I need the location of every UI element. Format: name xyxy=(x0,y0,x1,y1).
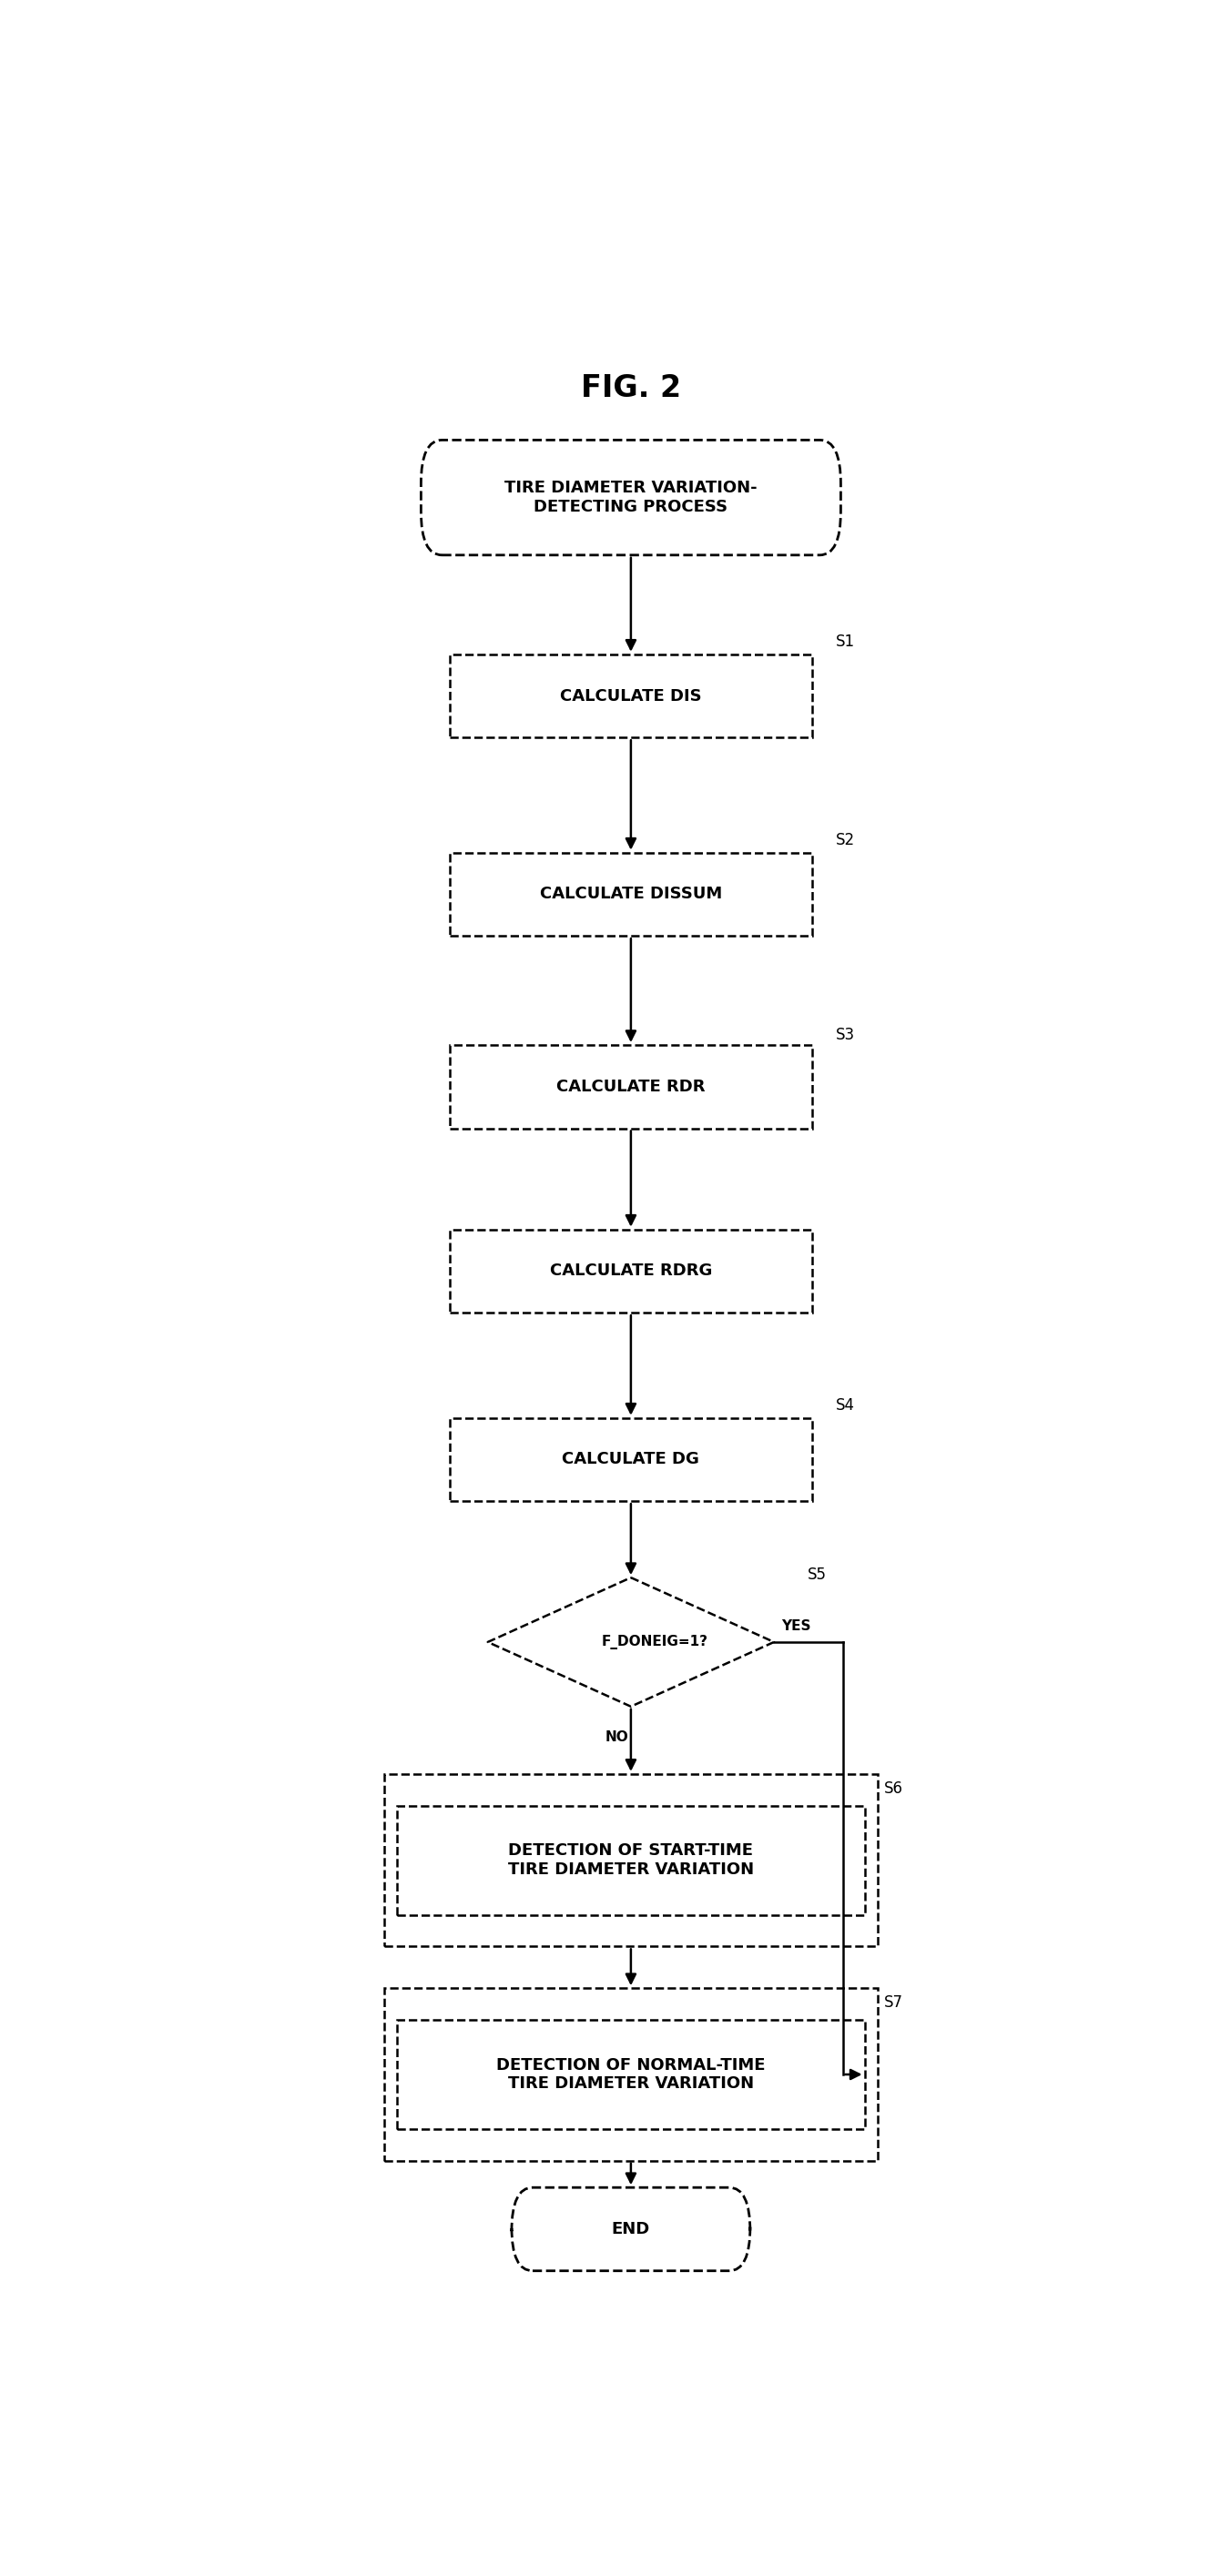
Text: CALCULATE RDR: CALCULATE RDR xyxy=(556,1079,705,1095)
Text: S1: S1 xyxy=(836,634,856,649)
FancyBboxPatch shape xyxy=(449,1046,812,1128)
Text: S7: S7 xyxy=(884,1994,902,2012)
FancyBboxPatch shape xyxy=(512,2187,750,2272)
Text: S4: S4 xyxy=(836,1399,856,1414)
Text: DETECTION OF START-TIME
TIRE DIAMETER VARIATION: DETECTION OF START-TIME TIRE DIAMETER VA… xyxy=(508,1842,753,1878)
Text: CALCULATE DIS: CALCULATE DIS xyxy=(560,688,702,703)
Text: CALCULATE DG: CALCULATE DG xyxy=(563,1450,699,1468)
Text: CALCULATE DISSUM: CALCULATE DISSUM xyxy=(539,886,723,902)
Text: NO: NO xyxy=(604,1731,628,1744)
Text: DETECTION OF NORMAL-TIME
TIRE DIAMETER VARIATION: DETECTION OF NORMAL-TIME TIRE DIAMETER V… xyxy=(496,2056,766,2092)
Text: YES: YES xyxy=(782,1620,811,1633)
FancyBboxPatch shape xyxy=(398,2020,864,2128)
Text: F_DONEIG=1?: F_DONEIG=1? xyxy=(602,1636,708,1649)
Text: TIRE DIAMETER VARIATION-
DETECTING PROCESS: TIRE DIAMETER VARIATION- DETECTING PROCE… xyxy=(505,479,757,515)
Text: S6: S6 xyxy=(884,1780,902,1798)
Text: CALCULATE RDRG: CALCULATE RDRG xyxy=(550,1262,712,1280)
FancyBboxPatch shape xyxy=(398,1806,864,1914)
FancyBboxPatch shape xyxy=(384,1989,878,2161)
FancyBboxPatch shape xyxy=(384,1775,878,1947)
FancyBboxPatch shape xyxy=(449,1417,812,1502)
Text: END: END xyxy=(612,2221,650,2239)
FancyBboxPatch shape xyxy=(449,1229,812,1314)
Text: FIG. 2: FIG. 2 xyxy=(581,374,681,404)
FancyBboxPatch shape xyxy=(449,853,812,935)
FancyBboxPatch shape xyxy=(421,440,841,554)
FancyBboxPatch shape xyxy=(449,654,812,737)
Text: S5: S5 xyxy=(808,1566,826,1582)
Text: S2: S2 xyxy=(836,832,856,848)
Text: S3: S3 xyxy=(836,1028,856,1043)
